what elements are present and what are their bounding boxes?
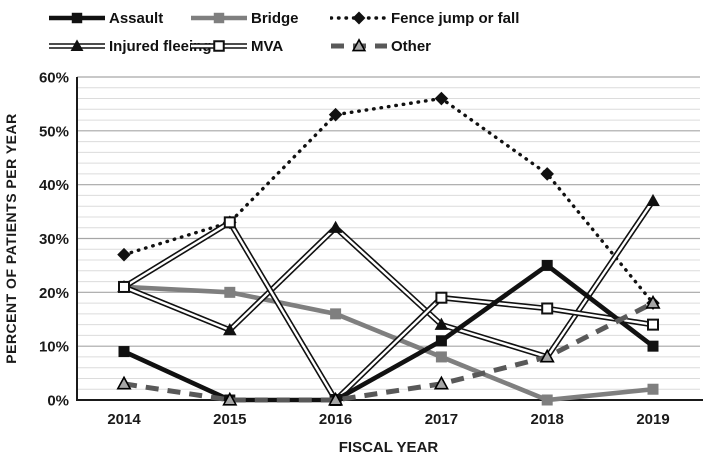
mva-line-inner <box>123 220 654 402</box>
other-marker <box>328 391 344 406</box>
assault-marker <box>118 346 130 358</box>
axis-lines <box>76 77 703 401</box>
chart-plot-area: 0% 10% 20% 30% 40% 50% 60% 2014 2015 2016 2017 2018… <box>3 70 703 456</box>
y-axis-title: PERCENT OF PATIENTS PER YEAR <box>3 113 19 363</box>
injured-fleeing-legend-marker <box>70 39 84 51</box>
y-tick-label: 20% <box>39 285 69 302</box>
injured-fleeing-marker <box>646 193 660 207</box>
legend-label-bridge: Bridge <box>251 9 299 27</box>
mva-legend-marker <box>213 40 225 52</box>
x-tick-label: 2017 <box>425 411 458 428</box>
bridge-marker <box>330 308 342 320</box>
mva-marker <box>647 318 659 331</box>
x-tick-label: 2014 <box>107 411 141 428</box>
y-tick-label: 40% <box>39 177 69 194</box>
injured-fleeing-marker <box>434 317 449 330</box>
other-marker <box>539 348 555 363</box>
injured-fleeing-line-inner <box>123 200 654 359</box>
mva-line-icon <box>191 40 247 52</box>
fence-jump-or-fall-marker <box>117 247 131 262</box>
mva-marker <box>118 280 130 293</box>
legend-item-assault: Assault <box>48 9 190 27</box>
fence-jump-or-fall-legend-marker <box>352 11 366 25</box>
other-line-icon <box>331 38 387 52</box>
other-line <box>123 300 655 403</box>
legend-label-fence-jump-or-fall: Fence jump or fall <box>391 9 520 27</box>
mva-marker <box>541 302 554 315</box>
assault-marker <box>435 335 447 347</box>
fence-jump-or-fall-marker <box>540 167 554 181</box>
chart-legend: Assault Bridge Fence jump or fall Injure… <box>48 4 560 60</box>
y-tick-label: 50% <box>39 123 69 140</box>
legend-label-mva: MVA <box>251 37 284 55</box>
y-tick-label: 10% <box>39 339 69 356</box>
bridge-marker <box>541 394 553 406</box>
injured-fleeing-marker <box>223 323 237 336</box>
other-series <box>116 294 661 406</box>
assault-legend-marker <box>71 12 83 24</box>
mva-marker <box>435 291 448 304</box>
x-axis-title: FISCAL YEAR <box>339 439 439 456</box>
assault-marker <box>541 259 553 271</box>
legend-item-fence-jump-or-fall: Fence jump or fall <box>330 9 560 27</box>
x-tick-label: 2016 <box>319 411 352 428</box>
legend-item-injured-fleeing: Injured fleeing <box>48 37 212 55</box>
other-marker <box>222 391 238 406</box>
other-marker <box>645 294 661 309</box>
bridge-marker <box>435 351 447 363</box>
legend-label-injured-fleeing: Injured fleeing <box>109 37 212 55</box>
y-tick-label: 0% <box>47 393 69 410</box>
legend-label-assault: Assault <box>109 9 164 27</box>
bridge-legend-marker <box>213 12 225 24</box>
legend-label-other: Other <box>391 37 432 55</box>
mva-marker <box>223 216 236 229</box>
legend-item-mva: MVA <box>190 37 330 55</box>
assault-line-icon <box>49 12 105 24</box>
x-tick-label: 2015 <box>213 411 246 428</box>
bridge-line <box>123 284 654 403</box>
legend-item-other: Other <box>330 37 560 55</box>
x-tick-label: 2019 <box>636 411 669 428</box>
mva-series <box>118 216 659 406</box>
other-marker <box>433 375 449 390</box>
other-marker <box>116 375 132 390</box>
injured-fleeing-line-icon <box>49 39 105 51</box>
x-tick-label: 2018 <box>531 411 564 428</box>
legend-item-bridge: Bridge <box>190 9 330 27</box>
y-tick-label: 60% <box>39 70 69 87</box>
assault-marker <box>647 340 659 352</box>
bridge-marker <box>224 286 236 298</box>
bridge-line-icon <box>191 12 247 24</box>
assault-line <box>123 262 655 403</box>
bridge-marker <box>647 383 659 395</box>
y-tick-label: 30% <box>39 231 69 248</box>
other-legend-marker <box>351 38 367 52</box>
fence-jump-line-icon <box>330 11 388 25</box>
injured-fleeing-marker <box>328 220 343 233</box>
fence-jump-or-fall-line <box>122 96 655 305</box>
